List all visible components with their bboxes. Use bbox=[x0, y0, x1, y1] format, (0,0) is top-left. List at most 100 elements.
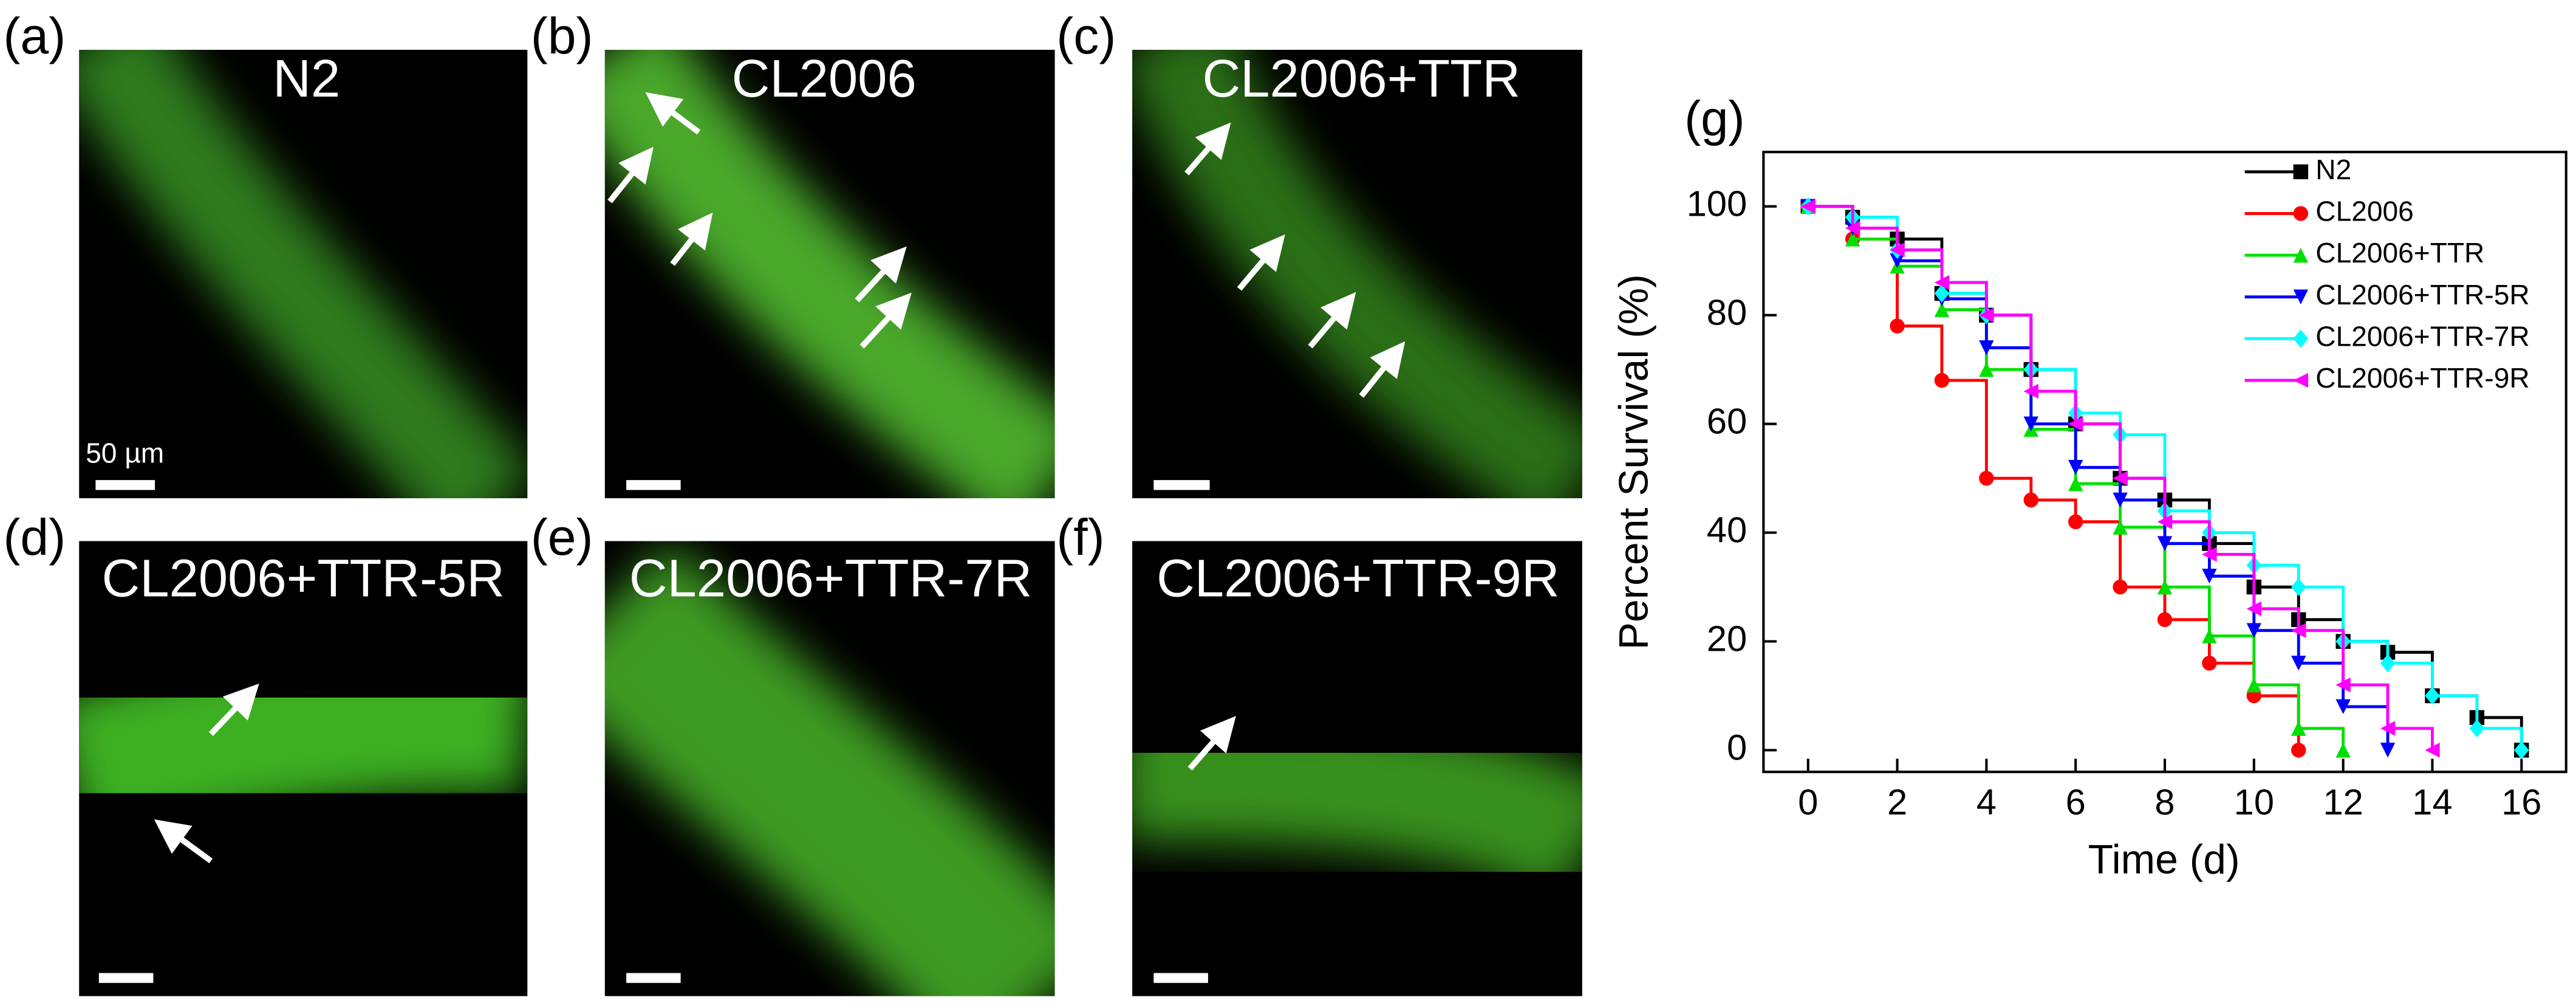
marker bbox=[1934, 284, 1950, 303]
marker bbox=[2246, 601, 2262, 617]
micrograph-a bbox=[79, 49, 528, 499]
marker bbox=[1890, 242, 1905, 258]
panel-title: CL2006+TTR-7R bbox=[629, 549, 1032, 608]
legend-label: CL2006+TTR-7R bbox=[2315, 321, 2529, 352]
marker bbox=[1979, 340, 1994, 355]
marker bbox=[2202, 569, 2217, 584]
y-axis-label: Percent Survival (%) bbox=[1611, 274, 1656, 650]
marker bbox=[2157, 514, 2173, 529]
x-tick-label: 8 bbox=[2154, 781, 2175, 822]
marker bbox=[1979, 470, 1994, 486]
micrograph-b bbox=[604, 49, 1055, 499]
y-tick-label: 60 bbox=[1707, 400, 1747, 441]
micrograph-f bbox=[1132, 541, 1582, 996]
x-tick-label: 12 bbox=[2323, 781, 2363, 822]
marker bbox=[1934, 302, 1950, 317]
panel-title: CL2006+TTR-9R bbox=[1156, 549, 1559, 608]
panel-letter: (d) bbox=[3, 509, 66, 566]
marker bbox=[2068, 514, 2083, 529]
legend-label: CL2006+TTR bbox=[2315, 237, 2484, 269]
x-tick-label: 10 bbox=[2234, 781, 2274, 822]
panel-letter: (a) bbox=[3, 7, 66, 64]
panel-title: N2 bbox=[273, 49, 340, 108]
scale-bar-label: 50 µm bbox=[86, 437, 164, 469]
marker bbox=[2293, 289, 2309, 304]
x-tick-label: 14 bbox=[2412, 781, 2452, 822]
y-tick-label: 80 bbox=[1707, 292, 1747, 332]
marker bbox=[1979, 307, 1994, 323]
micrograph-d bbox=[79, 541, 528, 996]
marker bbox=[2113, 470, 2128, 486]
x-tick-label: 0 bbox=[1798, 781, 1818, 822]
marker bbox=[1890, 253, 1905, 269]
marker bbox=[2291, 578, 2306, 597]
marker bbox=[2246, 677, 2262, 693]
panel-letter: (g) bbox=[1684, 91, 1744, 146]
x-tick-label: 2 bbox=[1887, 781, 1907, 822]
marker bbox=[2291, 623, 2306, 638]
marker bbox=[2293, 247, 2309, 263]
marker bbox=[2202, 656, 2217, 671]
marker bbox=[2023, 416, 2038, 431]
x-tick-label: 16 bbox=[2501, 781, 2541, 822]
marker bbox=[1845, 221, 1860, 236]
marker bbox=[2068, 416, 2083, 431]
marker bbox=[2425, 742, 2440, 758]
panel-letter: (e) bbox=[531, 509, 593, 566]
marker bbox=[2335, 742, 2351, 758]
marker bbox=[1800, 199, 1816, 214]
x-tick-label: 6 bbox=[2066, 781, 2086, 822]
marker bbox=[2380, 721, 2396, 736]
marker bbox=[2113, 579, 2128, 595]
panel-title: CL2006+TTR-5R bbox=[102, 549, 505, 608]
marker bbox=[2293, 206, 2309, 221]
panel-letter: (c) bbox=[1056, 7, 1116, 64]
marker bbox=[2293, 372, 2309, 388]
marker bbox=[2380, 742, 2396, 758]
x-axis-label: Time (d) bbox=[2088, 837, 2240, 883]
marker bbox=[2157, 612, 2173, 628]
marker bbox=[2113, 519, 2128, 535]
x-tick-label: 4 bbox=[1976, 781, 1997, 822]
marker bbox=[2291, 656, 2306, 671]
marker bbox=[2246, 623, 2262, 638]
marker bbox=[2293, 164, 2309, 179]
marker bbox=[2335, 677, 2351, 693]
marker bbox=[2113, 492, 2128, 508]
marker bbox=[2157, 536, 2173, 551]
legend-label: N2 bbox=[2315, 154, 2351, 185]
marker bbox=[2068, 476, 2083, 492]
marker bbox=[1890, 318, 1905, 334]
micrograph-c bbox=[1132, 49, 1582, 499]
marker bbox=[2023, 383, 2038, 399]
marker bbox=[2335, 699, 2351, 715]
marker bbox=[2068, 460, 2083, 475]
marker bbox=[2380, 654, 2396, 673]
legend-label: CL2006+TTR-5R bbox=[2315, 279, 2529, 310]
step-line bbox=[1808, 205, 2390, 750]
panel-title: CL2006+TTR bbox=[1202, 49, 1520, 108]
marker bbox=[1979, 362, 1994, 377]
y-tick-label: 0 bbox=[1727, 727, 1747, 767]
marker bbox=[2291, 742, 2306, 758]
marker bbox=[1934, 372, 1950, 388]
marker bbox=[2023, 492, 2038, 508]
marker bbox=[2293, 329, 2309, 348]
scale-bars bbox=[95, 480, 1210, 983]
panel-title: CL2006 bbox=[732, 49, 917, 108]
micrograph-e bbox=[604, 541, 1055, 996]
y-tick-label: 20 bbox=[1707, 618, 1747, 659]
panel-letter: (f) bbox=[1056, 509, 1104, 566]
legend-label: CL2006+TTR-9R bbox=[2315, 362, 2529, 394]
marker bbox=[1934, 275, 1950, 290]
marker bbox=[2514, 741, 2529, 759]
marker bbox=[2202, 628, 2217, 643]
step-line bbox=[1808, 205, 2300, 750]
y-tick-label: 40 bbox=[1707, 509, 1747, 550]
panel-letter: (b) bbox=[531, 7, 593, 64]
marker bbox=[2202, 547, 2217, 562]
legend-label: CL2006 bbox=[2315, 196, 2414, 227]
marker bbox=[2291, 721, 2306, 736]
